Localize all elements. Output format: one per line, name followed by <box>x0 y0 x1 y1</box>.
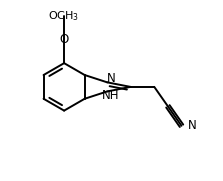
Text: N: N <box>106 72 115 85</box>
Text: N: N <box>188 119 196 132</box>
Text: OCH$_3$: OCH$_3$ <box>48 9 80 23</box>
Text: O: O <box>60 33 69 46</box>
Text: NH: NH <box>102 89 120 102</box>
